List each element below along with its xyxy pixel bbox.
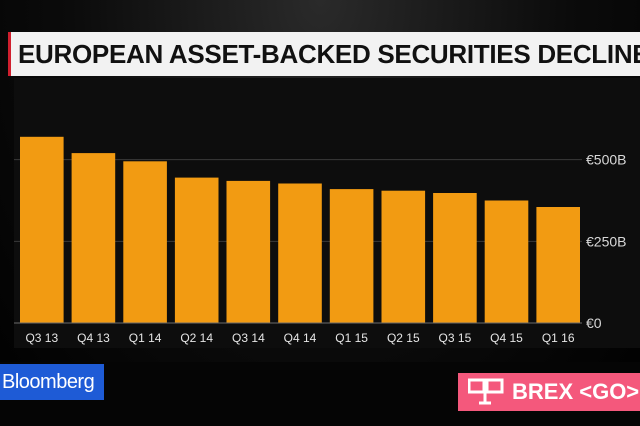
x-tick-label: Q1 16 [542,331,575,345]
bar-q4-15 [484,200,529,323]
bar-chart: €0 €250B €500B Q3 13 Q4 13 Q1 14 Q2 14 Q3 14 Q4 … [14,136,626,345]
ticker-box: BREX <GO> [458,373,640,411]
x-tick-label: Q4 15 [490,331,523,345]
x-tick-label: Q1 15 [335,331,368,345]
bar-q2-15 [381,190,426,323]
x-tick-label: Q3 13 [25,331,58,345]
ticker-command: BREX <GO> [512,379,640,404]
bar-q1-14 [123,161,167,323]
title-accent-edge [8,32,11,76]
y-tick-label: €0 [586,315,602,331]
bar-q1-15 [329,189,374,323]
chart-title-bar: EUROPEAN ASSET-BACKED SECURITIES DECLINE [8,32,640,76]
chart-function-icon [468,378,504,405]
x-tick-label: Q4 14 [284,331,317,345]
chart-title: EUROPEAN ASSET-BACKED SECURITIES DECLINE [18,38,640,69]
bar-q4-13 [71,153,116,323]
x-tick-label: Q3 15 [439,331,472,345]
y-tick-label: €500B [586,152,626,168]
x-tick-label: Q3 14 [232,331,265,345]
x-tick-label: Q2 15 [387,331,420,345]
bar-q2-14 [174,177,219,323]
bar-q3-15 [433,193,477,323]
bar-q3-14 [226,180,271,323]
bar-q4-14 [278,183,322,323]
x-tick-label: Q4 13 [77,331,110,345]
x-tick-label: Q2 14 [180,331,213,345]
chart-panel: €0 €250B €500B Q3 13 Q4 13 Q1 14 Q2 14 Q3 14 Q4 … [14,78,640,348]
bloomberg-logo-text: Bloomberg [2,370,95,393]
bloomberg-logo: Bloomberg [0,364,104,400]
bar-q1-16 [536,207,580,323]
bar-q3-13 [20,136,64,323]
x-tick-label: Q1 14 [129,331,162,345]
y-tick-label: €250B [586,233,626,249]
